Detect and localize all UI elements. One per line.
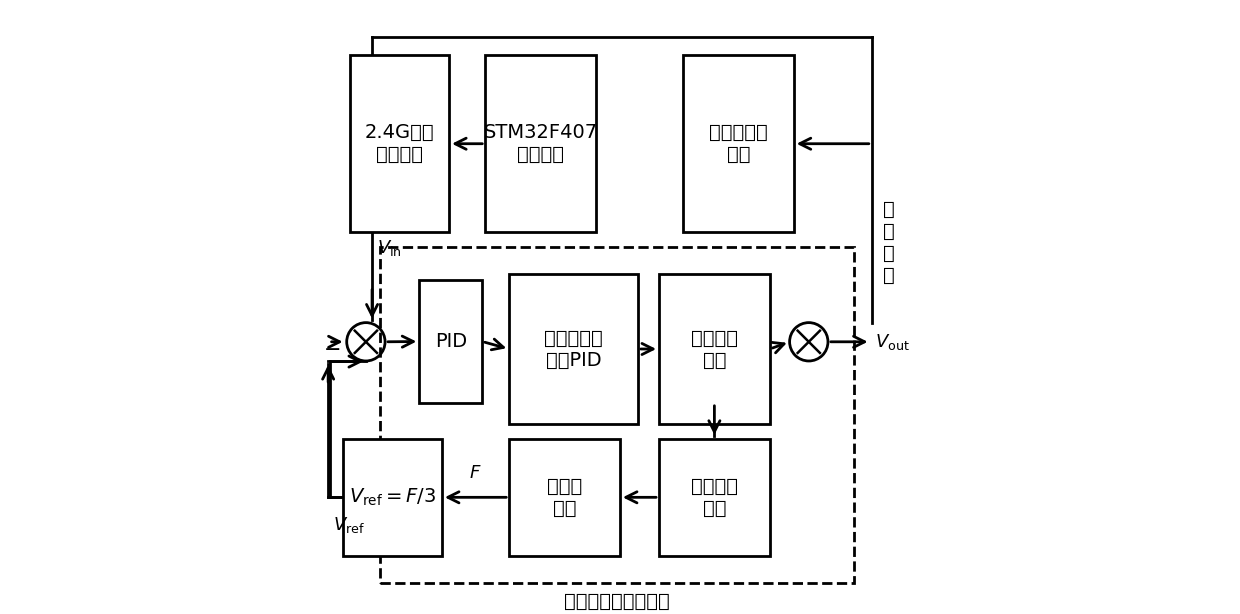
Text: $-$: $-$ xyxy=(324,338,341,357)
FancyBboxPatch shape xyxy=(351,55,449,232)
Text: 复合滤
波器: 复合滤 波器 xyxy=(547,477,583,518)
Text: $V_{\mathrm{in}}$: $V_{\mathrm{in}}$ xyxy=(377,238,402,258)
Text: STM32F407
无线遥控: STM32F407 无线遥控 xyxy=(484,123,598,164)
Text: 上位机辨识
平台: 上位机辨识 平台 xyxy=(709,123,768,164)
Text: $V_{\mathrm{ref}}$: $V_{\mathrm{ref}}$ xyxy=(332,515,365,535)
Text: 2.4G无线
通信模块: 2.4G无线 通信模块 xyxy=(365,123,434,164)
Text: 三相无刷
电机: 三相无刷 电机 xyxy=(691,328,738,370)
Text: 电机驱动器
内部PID: 电机驱动器 内部PID xyxy=(544,328,603,370)
FancyBboxPatch shape xyxy=(343,439,441,556)
Text: $V_{\mathrm{out}}$: $V_{\mathrm{out}}$ xyxy=(875,332,910,352)
Text: PID: PID xyxy=(435,332,466,351)
FancyBboxPatch shape xyxy=(658,274,770,424)
FancyBboxPatch shape xyxy=(419,280,482,403)
Text: 机器人运动系统模型: 机器人运动系统模型 xyxy=(564,592,670,611)
FancyBboxPatch shape xyxy=(510,274,637,424)
Text: 串
口
通
信: 串 口 通 信 xyxy=(883,200,894,286)
Text: $V_{\mathrm{ref}}=F/3$: $V_{\mathrm{ref}}=F/3$ xyxy=(348,487,436,508)
FancyBboxPatch shape xyxy=(510,439,620,556)
FancyBboxPatch shape xyxy=(683,55,794,232)
FancyBboxPatch shape xyxy=(658,439,770,556)
Text: 三相霍尔
测速: 三相霍尔 测速 xyxy=(691,477,738,518)
FancyBboxPatch shape xyxy=(485,55,596,232)
Text: $F$: $F$ xyxy=(469,464,482,483)
